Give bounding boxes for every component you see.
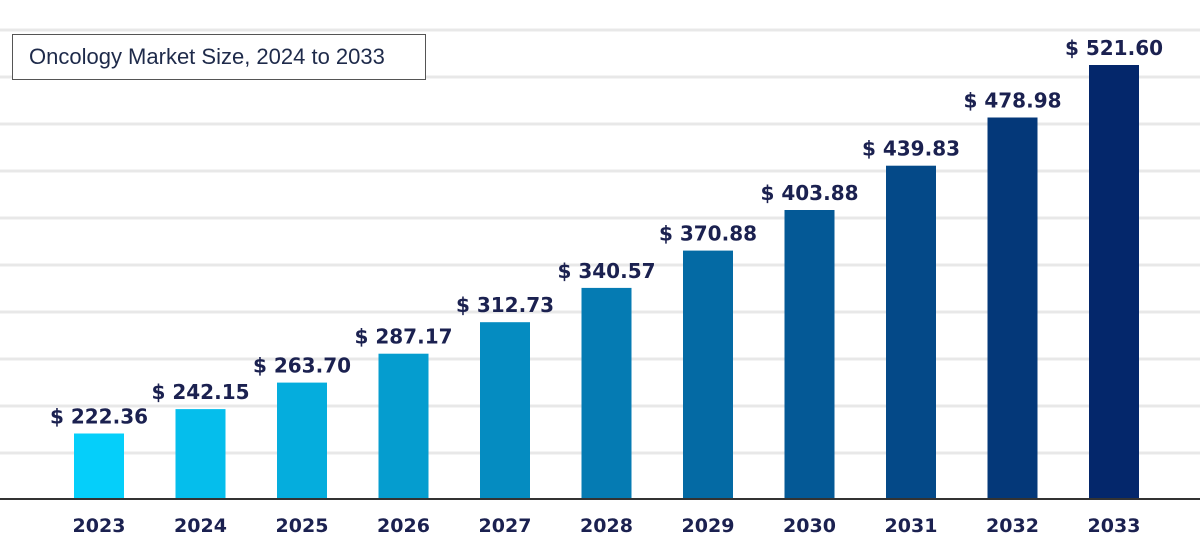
data-label-2026: $ 287.17 [354, 325, 452, 349]
bar-2028 [581, 287, 632, 498]
bar-2033 [1089, 65, 1139, 498]
data-label-2033: $ 521.60 [1065, 36, 1163, 60]
bar-2025 [277, 382, 327, 498]
data-label-2023: $ 222.36 [50, 405, 148, 429]
bar-2024 [175, 409, 226, 498]
data-labels: $ 222.36$ 242.15$ 263.70$ 287.17$ 312.73… [50, 36, 1163, 429]
chart-title: Oncology Market Size, 2024 to 2033 [12, 34, 426, 80]
x-tick-label-2028: 2028 [580, 515, 633, 537]
bar-2030 [784, 210, 835, 498]
data-label-2031: $ 439.83 [862, 137, 960, 161]
data-label-2030: $ 403.88 [760, 181, 858, 205]
x-tick-label-2023: 2023 [73, 515, 126, 537]
data-label-2029: $ 370.88 [659, 222, 757, 246]
x-tick-label-2027: 2027 [479, 515, 532, 537]
x-tick-label-2029: 2029 [682, 515, 735, 537]
bar-2027 [480, 322, 530, 498]
bar-2026 [378, 353, 429, 498]
x-tick-label-2032: 2032 [986, 515, 1039, 537]
x-tick-label-2030: 2030 [783, 515, 836, 537]
x-axis-ticks: 2023 2024 2025 2026 2027 2028 2029 2030 2031 2032… [73, 515, 1141, 537]
bars [74, 65, 1139, 498]
data-label-2027: $ 312.73 [456, 293, 554, 317]
x-tick-label-2024: 2024 [174, 515, 227, 537]
bar-2023 [74, 433, 124, 498]
data-label-2032: $ 478.98 [963, 89, 1061, 113]
bar-2032 [987, 117, 1038, 498]
x-tick-label-2026: 2026 [377, 515, 430, 537]
data-label-2025: $ 263.70 [253, 354, 351, 378]
data-label-2028: $ 340.57 [557, 259, 655, 283]
x-tick-label-2025: 2025 [276, 515, 329, 537]
data-label-2024: $ 242.15 [151, 380, 249, 404]
bar-2029 [683, 250, 733, 498]
x-tick-label-2031: 2031 [885, 515, 938, 537]
x-tick-label-2033: 2033 [1088, 515, 1141, 537]
bar-2031 [886, 165, 936, 498]
